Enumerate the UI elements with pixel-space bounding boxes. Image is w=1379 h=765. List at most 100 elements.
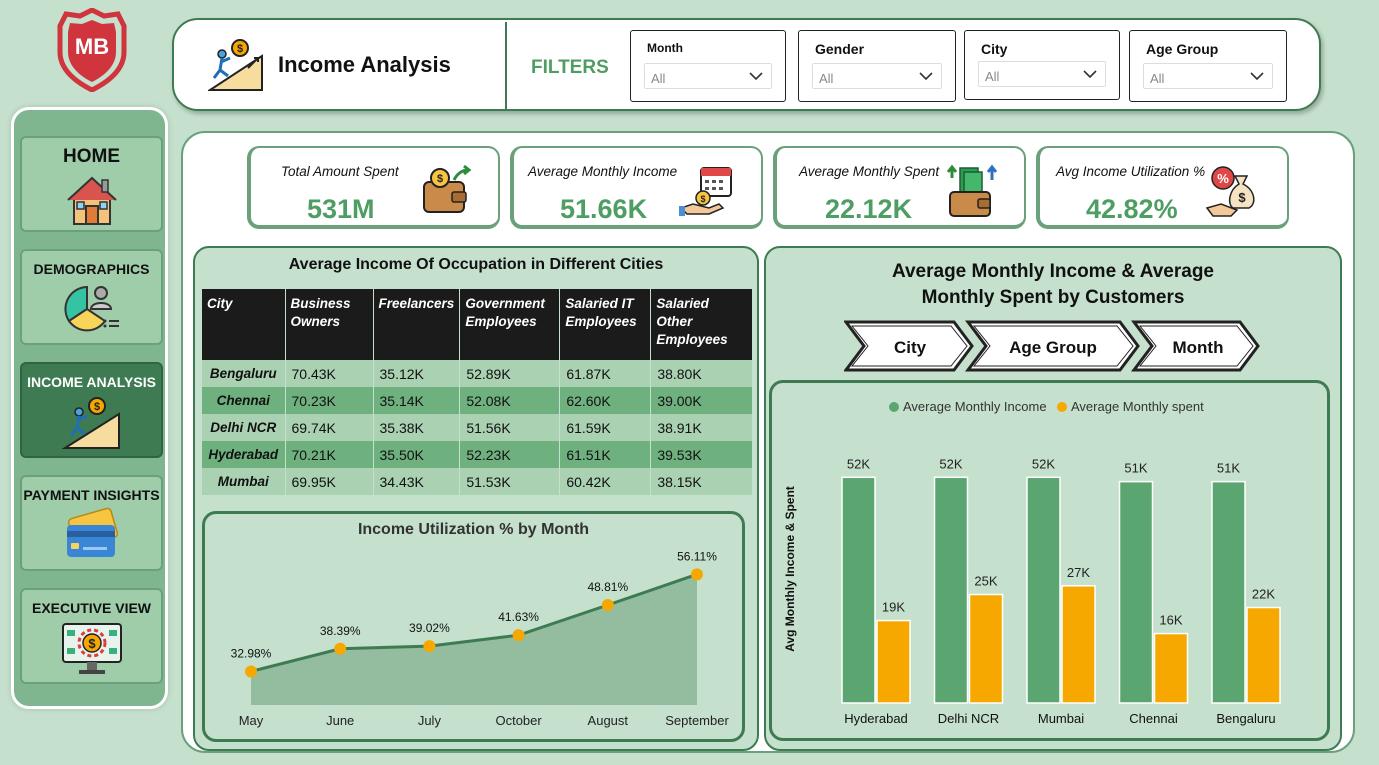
table-cell: 60.42K bbox=[559, 468, 652, 495]
table-cell: Bengaluru bbox=[202, 360, 286, 387]
data-point[interactable] bbox=[245, 665, 257, 678]
climbing-coin-icon: $ bbox=[208, 39, 263, 91]
bar[interactable] bbox=[1211, 480, 1246, 704]
occupation-income-panel: Average Income Of Occupation in Differen… bbox=[193, 246, 759, 751]
page-title: Income Analysis bbox=[278, 52, 451, 77]
column-header[interactable]: Salaried IT Employees bbox=[559, 289, 652, 360]
table-cell: 70.23K bbox=[285, 387, 374, 414]
table-cell: 70.43K bbox=[285, 360, 374, 387]
table-cell: 61.59K bbox=[559, 414, 652, 441]
table-row[interactable]: Hyderabad 70.21K 35.50K 52.23K 61.51K 39… bbox=[202, 441, 753, 468]
month-dropdown[interactable]: All bbox=[644, 63, 772, 89]
column-header[interactable]: City bbox=[202, 289, 286, 360]
bar[interactable] bbox=[968, 593, 1004, 704]
legend-swatch bbox=[889, 402, 899, 412]
drill-level-label: Age Group bbox=[1009, 338, 1097, 357]
drill-path-svg: City Age Group Month bbox=[844, 320, 1260, 372]
data-label: 52K bbox=[1032, 456, 1055, 471]
bar[interactable] bbox=[1246, 606, 1281, 704]
bar[interactable] bbox=[1026, 476, 1061, 704]
sidebar: HOME DEMOGRAPHICS INCOME ANALYSIS $ bbox=[11, 107, 168, 709]
sidebar-item-label: EXECUTIVE VIEW bbox=[31, 600, 152, 616]
kpi-value: 531M bbox=[307, 194, 375, 224]
bar[interactable] bbox=[841, 476, 876, 704]
table-row[interactable]: Bengaluru 70.43K 35.12K 52.89K 61.87K 38… bbox=[202, 360, 753, 387]
data-point[interactable] bbox=[512, 629, 525, 642]
bar[interactable] bbox=[1118, 480, 1154, 704]
drill-level-month[interactable]: Month bbox=[1131, 320, 1260, 372]
table-cell: Chennai bbox=[202, 387, 286, 414]
table-cell: 62.60K bbox=[559, 387, 652, 414]
data-label: 32.98% bbox=[231, 646, 272, 660]
column-header[interactable]: Government Employees bbox=[459, 289, 561, 360]
table-cell: 70.21K bbox=[285, 441, 374, 468]
kpi-value: 42.82% bbox=[1086, 194, 1178, 224]
filter-label: Gender bbox=[815, 41, 865, 57]
filter-label: City bbox=[981, 41, 1008, 57]
table-row[interactable]: Mumbai 69.95K 34.43K 51.53K 60.42K 38.15… bbox=[202, 468, 753, 495]
house-icon bbox=[66, 176, 117, 225]
table-row[interactable]: Chennai 70.23K 35.14K 52.08K 62.60K 39.0… bbox=[202, 387, 753, 414]
x-tick-label: Chennai bbox=[1129, 711, 1178, 726]
data-label: 52K bbox=[847, 456, 870, 471]
column-header[interactable]: Salaried Other Employees bbox=[650, 289, 753, 360]
dropdown-value: All bbox=[985, 69, 1000, 84]
x-tick-label: September bbox=[665, 713, 729, 728]
x-tick-label: July bbox=[418, 713, 442, 728]
bar[interactable] bbox=[1061, 585, 1096, 704]
chevron-down-icon bbox=[749, 72, 763, 81]
filter-label: Month bbox=[647, 41, 683, 55]
occupation-table-title: Average Income Of Occupation in Differen… bbox=[288, 256, 664, 273]
y-axis-label: Avg Monthly Income & Spent bbox=[783, 486, 797, 652]
data-point[interactable] bbox=[691, 568, 703, 581]
bar-chart-svg: Average Monthly Income Average Monthly sp… bbox=[783, 399, 1281, 726]
kpi-average-monthly-spent: Average Monthly Spent 22.12K bbox=[773, 146, 1026, 229]
chevron-down-icon bbox=[1083, 70, 1097, 79]
dropdown-value: All bbox=[819, 71, 834, 86]
svg-text:$: $ bbox=[88, 636, 96, 651]
header-bar: $ Income Analysis FILTERS Month All Gend… bbox=[172, 18, 1321, 111]
sidebar-item-demographics[interactable]: DEMOGRAPHICS bbox=[20, 249, 163, 345]
table-cell: 61.87K bbox=[559, 360, 652, 387]
svg-text:$: $ bbox=[93, 401, 99, 413]
filter-city: City All bbox=[964, 30, 1120, 100]
column-header[interactable]: Freelancers bbox=[373, 289, 461, 360]
data-label: 19K bbox=[882, 600, 905, 615]
sidebar-item-income-analysis[interactable]: INCOME ANALYSIS $ bbox=[20, 362, 163, 458]
sidebar-item-payment-insights[interactable]: PAYMENT INSIGHTS bbox=[20, 475, 163, 571]
data-label: 39.02% bbox=[409, 621, 450, 635]
drill-level-city[interactable]: City bbox=[844, 320, 974, 372]
data-label: 41.63% bbox=[498, 610, 539, 624]
x-tick-label: Delhi NCR bbox=[938, 711, 999, 726]
dropdown-value: All bbox=[1150, 71, 1165, 86]
line-chart-svg: 32.98% May 38.39% June 39.02% July 41.63% Octob… bbox=[231, 549, 730, 728]
shield-logo-icon: MB bbox=[57, 7, 127, 93]
bar[interactable] bbox=[933, 476, 969, 704]
data-point[interactable] bbox=[423, 640, 436, 653]
bar[interactable] bbox=[1153, 632, 1189, 704]
drill-path: City Age Group Month bbox=[844, 320, 1264, 372]
data-point[interactable] bbox=[601, 598, 614, 611]
column-header[interactable]: Business Owners bbox=[285, 289, 374, 360]
data-label: 51K bbox=[1124, 461, 1147, 476]
bar[interactable] bbox=[876, 619, 911, 704]
climbing-coin-icon: $ bbox=[61, 397, 120, 449]
legend-label: Average Monthly spent bbox=[1071, 399, 1204, 414]
wallet-cash-icon bbox=[946, 164, 998, 217]
drill-level-label: Month bbox=[1173, 338, 1224, 357]
age-group-dropdown[interactable]: All bbox=[1143, 63, 1273, 89]
table-row[interactable]: Delhi NCR 69.74K 35.38K 51.56K 61.59K 38… bbox=[202, 414, 753, 441]
sidebar-item-home[interactable]: HOME bbox=[20, 136, 163, 232]
drill-level-label: City bbox=[894, 338, 927, 357]
drill-level-age-group[interactable]: Age Group bbox=[965, 320, 1140, 372]
city-dropdown[interactable]: All bbox=[978, 61, 1106, 87]
table-cell: 35.50K bbox=[373, 441, 461, 468]
pie-user-icon bbox=[63, 285, 119, 332]
x-tick-label: August bbox=[588, 713, 629, 728]
sidebar-item-executive-view[interactable]: EXECUTIVE VIEW $ bbox=[20, 588, 163, 684]
chart-title: Income Utilization % by Month bbox=[357, 521, 590, 538]
data-point[interactable] bbox=[334, 642, 347, 655]
filter-age-group: Age Group All bbox=[1129, 30, 1287, 102]
gender-dropdown[interactable]: All bbox=[812, 63, 942, 89]
kpi-total-amount-spent: Total Amount Spent 531M $ bbox=[247, 146, 500, 229]
